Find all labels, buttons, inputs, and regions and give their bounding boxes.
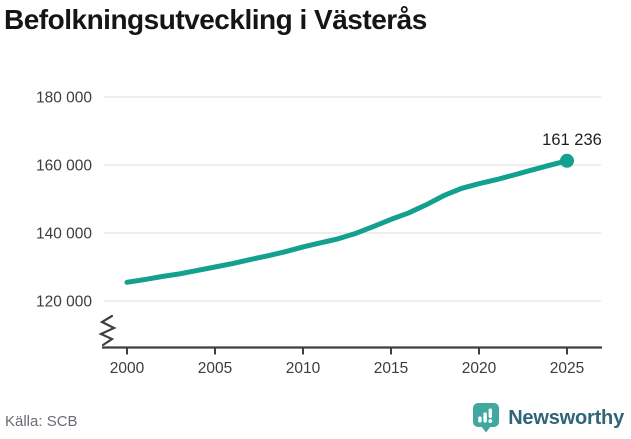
y-axis-tick-label: 120 000 <box>36 294 92 311</box>
x-axis-tick-label: 2010 <box>286 360 321 377</box>
x-axis-tick-label: 2015 <box>374 360 408 377</box>
y-axis-tick-label: 140 000 <box>36 226 92 243</box>
newsworthy-logo[interactable]: Newsworthy <box>472 402 624 434</box>
source-label: Källa: SCB <box>5 413 78 430</box>
latest-value-label: 161 236 <box>542 131 602 149</box>
population-line-chart: 120 000 140 000 160 000 180 000 2000 2005 2010… <box>36 90 602 377</box>
x-axis-tick-label: 2020 <box>462 360 497 377</box>
latest-value-point <box>560 153 574 168</box>
axis-break-icon <box>98 314 117 347</box>
y-axis-tick-label: 180 000 <box>36 90 92 107</box>
x-axis-tick-label: 2005 <box>198 360 232 377</box>
x-axis-tick-label: 2025 <box>550 360 584 377</box>
newsworthy-icon <box>473 403 500 433</box>
population-trend-line <box>124 158 570 285</box>
chart-title: Befolkningsutveckling i Västerås <box>4 4 427 35</box>
brand-name: Newsworthy <box>508 406 624 429</box>
y-axis-tick-label: 160 000 <box>36 158 92 175</box>
x-axis-tick-label: 2000 <box>110 360 145 377</box>
